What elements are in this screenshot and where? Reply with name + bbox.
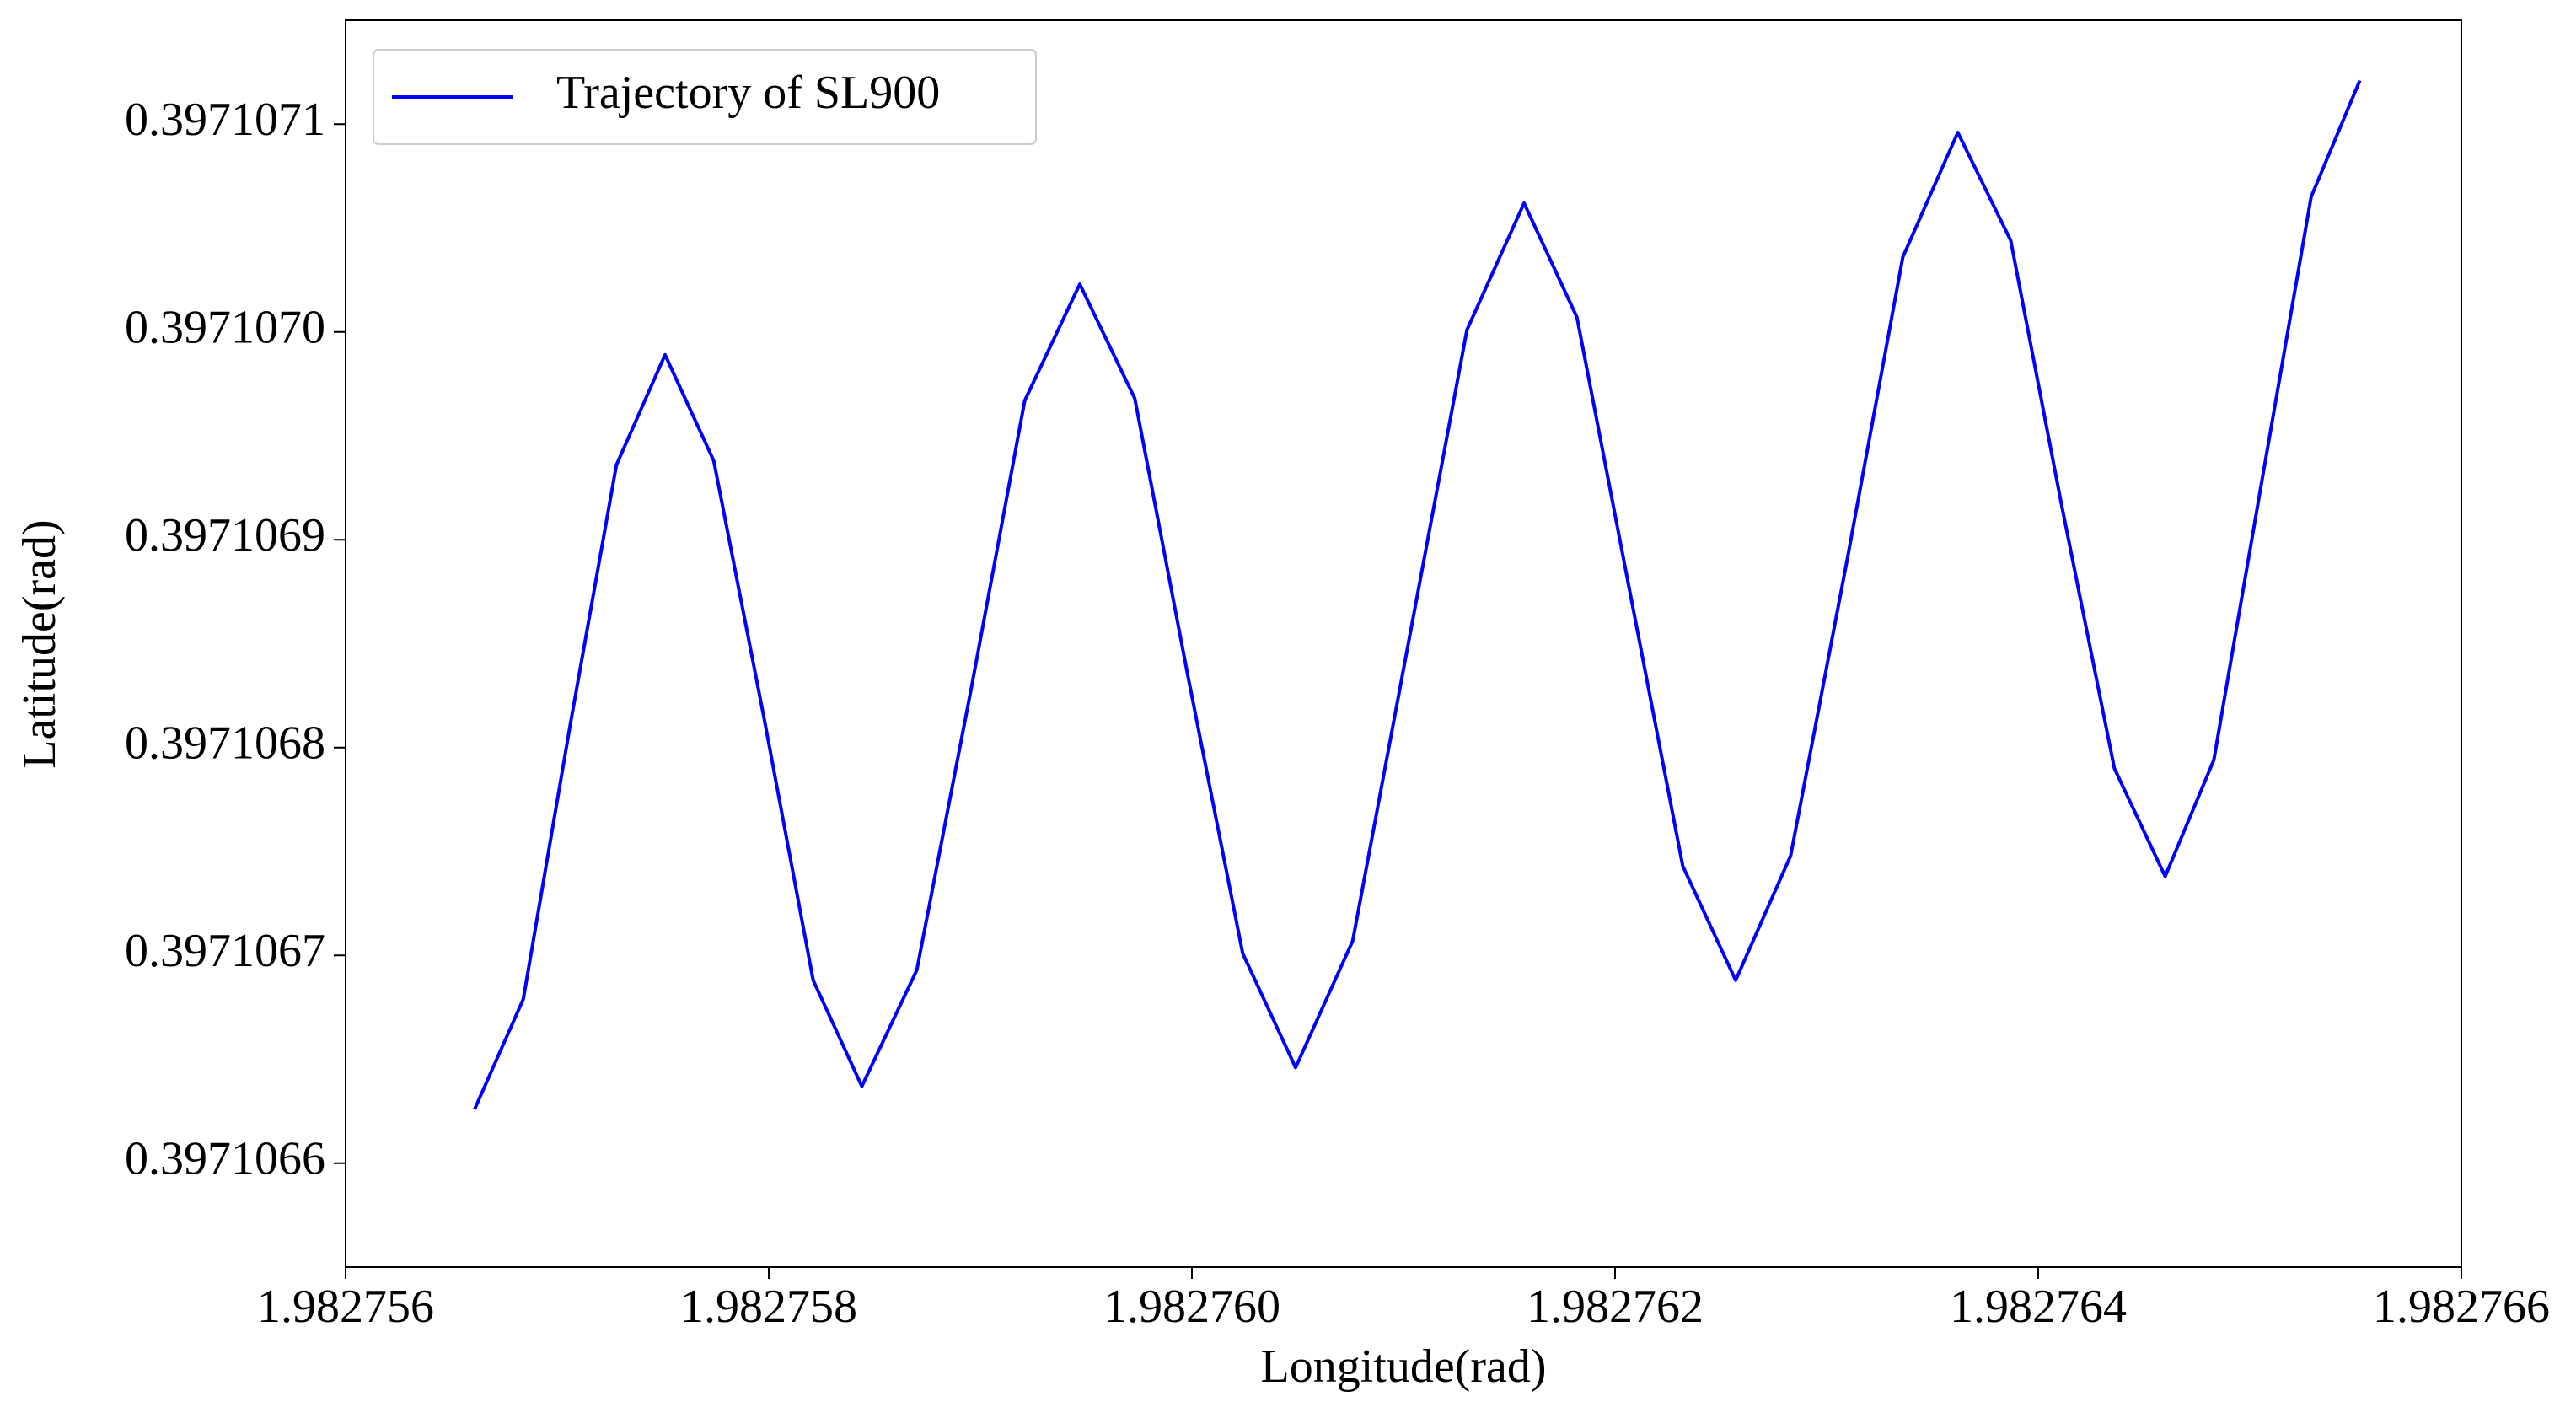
x-tick-label: 1.982760 <box>1103 1281 1280 1333</box>
x-tick-label: 1.982758 <box>680 1281 857 1333</box>
y-tick-label: 0.3971069 <box>125 509 325 561</box>
x-tick-label: 1.982762 <box>1527 1281 1704 1333</box>
y-tick-label: 0.3971070 <box>125 302 325 354</box>
y-axis-label: Latitude(rad) <box>13 519 66 768</box>
y-tick-label: 0.3971071 <box>125 94 325 146</box>
x-tick-label: 1.982766 <box>2373 1281 2550 1333</box>
x-tick-label: 1.982764 <box>1950 1281 2127 1333</box>
y-tick-label: 0.3971066 <box>125 1133 325 1185</box>
data-line <box>473 79 2362 1110</box>
y-tick-label: 0.3971068 <box>125 717 325 770</box>
legend-label: Trajectory of SL900 <box>556 67 940 119</box>
plot-frame <box>345 19 2462 1268</box>
x-tick-label: 1.982756 <box>257 1281 434 1333</box>
y-tick-label: 0.3971067 <box>125 925 325 977</box>
legend-box <box>373 49 1037 145</box>
x-axis-label: Longitude(rad) <box>1261 1340 1547 1393</box>
